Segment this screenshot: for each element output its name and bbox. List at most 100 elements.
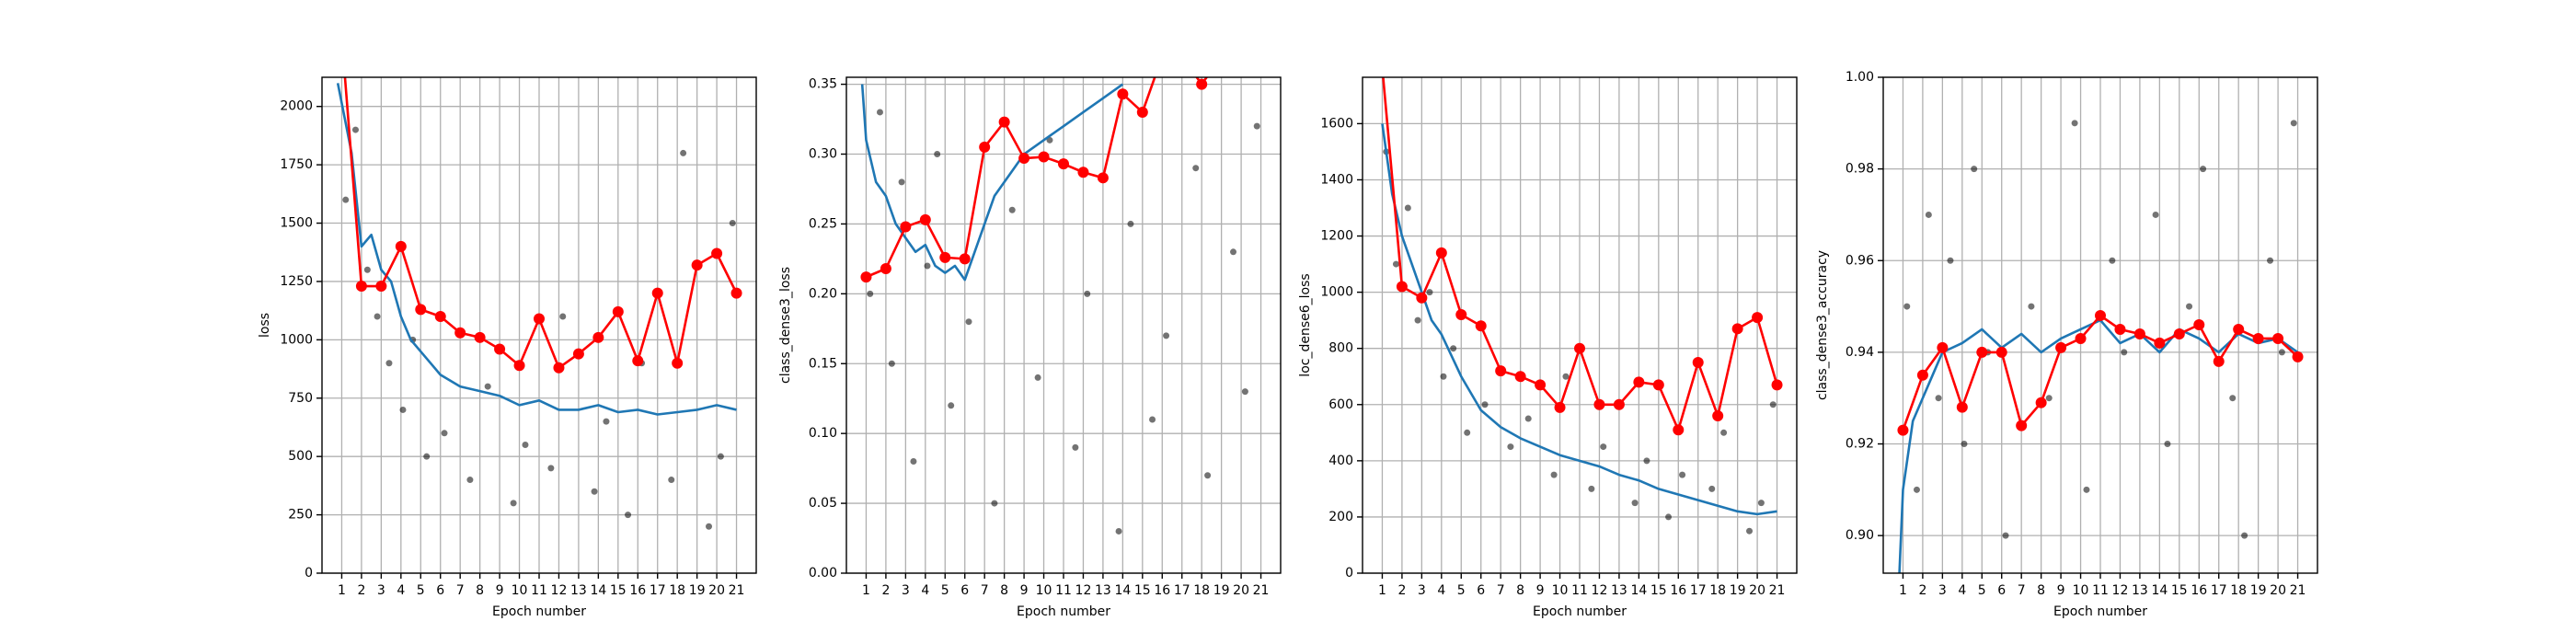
series-marker: [860, 271, 872, 283]
y-tick-label: 0.92: [1846, 437, 1874, 452]
scatter-point: [363, 266, 371, 273]
series-marker: [979, 141, 991, 153]
y-tick-label: 1000: [1320, 285, 1353, 300]
series-marker: [900, 221, 912, 233]
x-tick-label: 6: [960, 583, 969, 598]
x-tick-label: 20: [1749, 583, 1765, 598]
series-marker: [375, 281, 387, 293]
series-marker: [395, 240, 407, 252]
subplot: 1 2 3 4 5 6 7 8 9 10 11 12 13 14 15 16 17 18 19 20 210200400…: [1298, 76, 1798, 619]
plot-area: [336, 77, 742, 530]
series-marker: [1216, 51, 1227, 62]
series-marker: [2095, 310, 2106, 322]
scatter-point: [1947, 257, 1954, 264]
series-marker: [355, 281, 367, 293]
series-marker: [534, 313, 545, 325]
scatter-point: [1903, 303, 1911, 310]
series-marker: [939, 251, 951, 263]
scatter-point: [2200, 166, 2207, 173]
x-tick-label: 15: [610, 583, 627, 598]
scatter-point: [1507, 443, 1514, 451]
x-tick-label: 6: [1997, 583, 2006, 598]
series-marker: [474, 331, 486, 343]
scatter-point: [1643, 457, 1650, 465]
y-axis-label: class_dense3_accuracy: [1815, 250, 1830, 400]
scatter-point: [1769, 401, 1777, 408]
x-tick-label: 5: [1457, 583, 1466, 598]
scatter-point: [1127, 220, 1134, 227]
series-marker: [2272, 332, 2284, 344]
series-marker: [1455, 309, 1467, 321]
x-axis-label: Epoch number: [1533, 604, 1627, 619]
x-tick-label: 12: [1592, 583, 1608, 598]
y-tick-label: 0.30: [809, 147, 837, 162]
scatter-point: [1192, 165, 1200, 172]
x-tick-label: 19: [689, 583, 706, 598]
scatter-point: [374, 313, 381, 320]
x-tick-label: 10: [1036, 583, 1052, 598]
x-tick-label: 16: [629, 583, 646, 598]
y-axis-label: class_dense3_loss: [778, 267, 793, 384]
scatter-point: [591, 488, 598, 495]
series-marker: [711, 247, 723, 259]
x-tick-label: 7: [1497, 583, 1505, 598]
y-tick-label: 1.00: [1846, 70, 1874, 85]
x-tick-label: 5: [1978, 583, 1986, 598]
series-marker: [919, 213, 931, 225]
x-tick-label: 1: [1899, 583, 1907, 598]
series-marker: [415, 304, 427, 316]
x-tick-label: 12: [1075, 583, 1092, 598]
x-tick-label: 9: [1536, 583, 1545, 598]
series-marker: [2133, 328, 2145, 339]
series-marker: [1177, 51, 1188, 62]
scatter-point: [1440, 373, 1447, 380]
series-marker: [1916, 369, 1928, 381]
scatter-point: [2241, 532, 2248, 539]
y-tick-label: 0.94: [1846, 345, 1874, 360]
series-marker: [612, 305, 624, 317]
scatter-point: [910, 458, 917, 466]
series-marker: [651, 287, 663, 299]
x-tick-label: 18: [669, 583, 685, 598]
x-tick-label: 19: [1730, 583, 1746, 598]
scatter-point: [484, 383, 491, 390]
series-marker: [1673, 424, 1685, 436]
axes-frame: [321, 76, 757, 574]
series-marker: [730, 287, 742, 299]
plot-area: [1381, 77, 1783, 535]
series-marker: [1752, 312, 1764, 324]
series-marker: [2016, 420, 2028, 431]
scatter-point: [1149, 416, 1156, 423]
scatter-point: [603, 418, 610, 425]
x-tick-label: 13: [1611, 583, 1627, 598]
subplot: 1 2 3 4 5 6 7 8 9 10 11 12 13 14 15 16 17 18 19 20 210250500…: [258, 76, 757, 619]
scatter-point: [351, 126, 359, 133]
x-tick-label: 9: [496, 583, 504, 598]
x-tick-label: 9: [1020, 583, 1029, 598]
x-tick-label: 7: [981, 583, 989, 598]
series-marker: [2114, 323, 2126, 335]
series-marker: [2173, 328, 2185, 339]
x-tick-label: 20: [1233, 583, 1249, 598]
series-marker: [1256, 51, 1267, 62]
scatter-point: [559, 313, 567, 320]
x-tick-label: 15: [2171, 583, 2188, 598]
scatter-point: [2121, 349, 2128, 356]
y-tick-label: 0.35: [809, 77, 837, 92]
scatter-point: [510, 500, 517, 507]
y-tick-label: 400: [1328, 454, 1353, 468]
scatter-point: [888, 360, 895, 367]
scatter-point: [1971, 166, 1978, 173]
series-marker: [1937, 341, 1949, 353]
scatter-point: [1230, 248, 1237, 256]
y-axis-label: loc_dense6_loss: [1298, 273, 1313, 376]
y-tick-label: 1600: [1320, 116, 1353, 131]
scatter-point: [1163, 332, 1170, 339]
series-marker: [454, 327, 466, 339]
x-tick-label: 21: [1253, 583, 1270, 598]
scatter-point: [706, 523, 713, 530]
series-marker: [1731, 323, 1743, 335]
scatter-point: [2071, 120, 2078, 127]
series-marker: [1652, 379, 1664, 391]
x-tick-label: 21: [2290, 583, 2306, 598]
